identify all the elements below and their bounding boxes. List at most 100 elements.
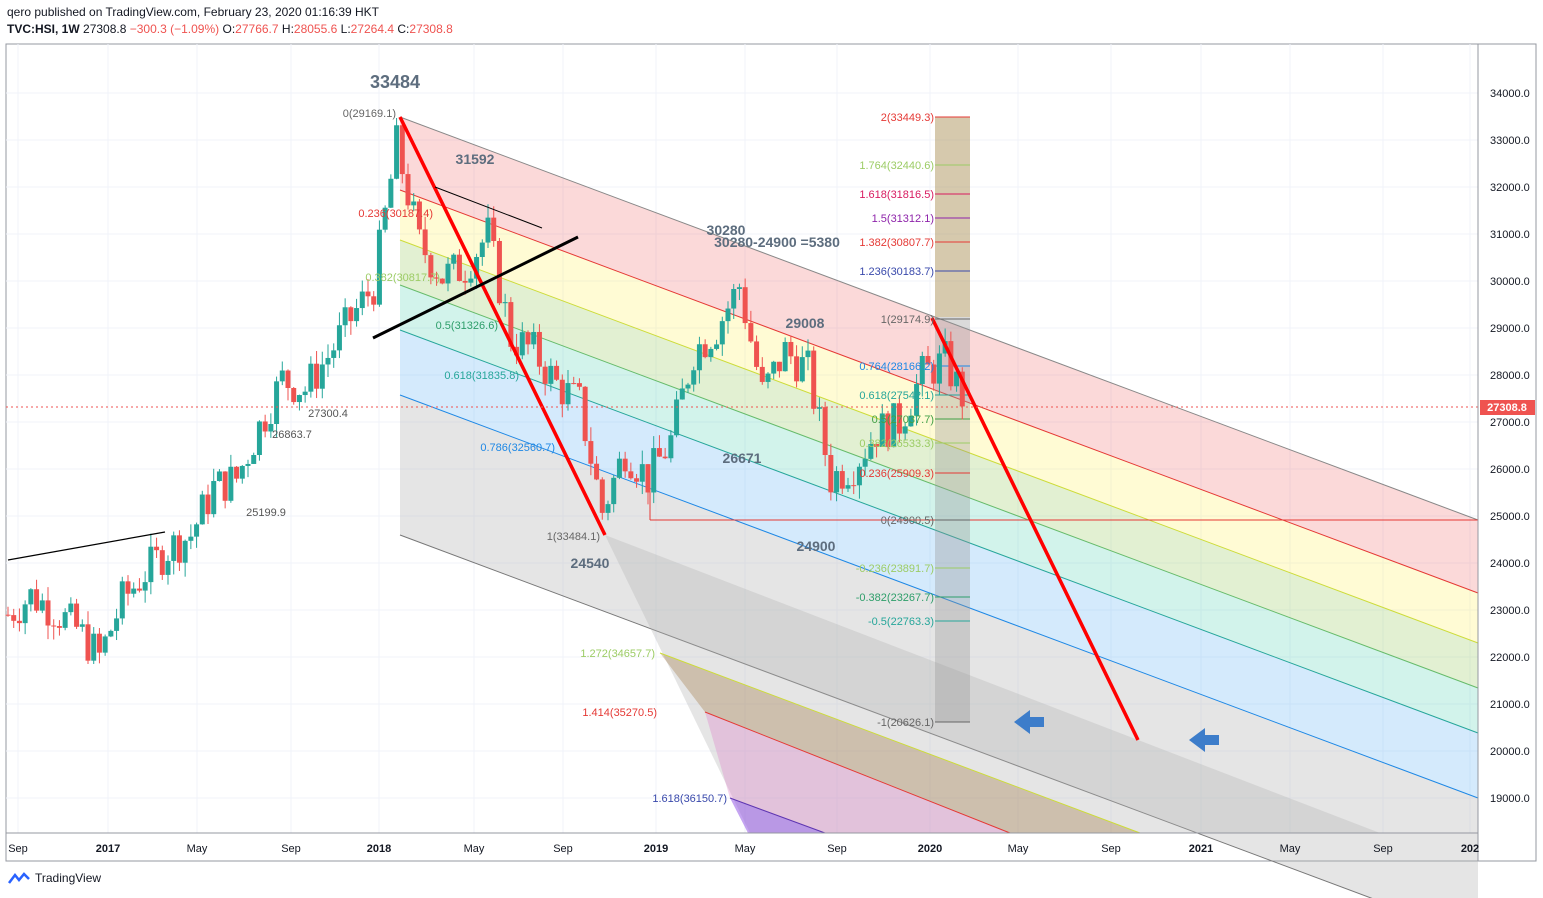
y-tick-label: 27000.0 bbox=[1490, 417, 1530, 429]
left-arrow-icon bbox=[1014, 710, 1044, 734]
y-tick-label: 19000.0 bbox=[1490, 793, 1530, 805]
candle-body bbox=[365, 291, 371, 297]
candle-body bbox=[428, 255, 434, 278]
x-tick-label: 202 bbox=[1461, 843, 1479, 855]
close-value: 27308.8 bbox=[409, 22, 453, 36]
channel-line-1414 bbox=[704, 711, 1011, 834]
y-tick-label: 34000.0 bbox=[1490, 88, 1530, 100]
candle-body bbox=[416, 201, 422, 230]
fib-ext-label: 0(24900.5) bbox=[881, 515, 934, 527]
candle-body bbox=[702, 344, 708, 358]
x-tick-label: May bbox=[1280, 843, 1301, 855]
candle-body bbox=[891, 403, 897, 448]
price-axis[interactable]: 34000.0 33000.0 32000.0 31000.0 30000.0 29000… bbox=[1477, 44, 1535, 861]
candle-body bbox=[319, 364, 325, 389]
y-tick-label: 31000.0 bbox=[1490, 229, 1530, 241]
time-axis[interactable]: Sep 2017 May Sep 2018 May Sep 2019 May Sep 2020 May… bbox=[6, 832, 1479, 855]
thin-trend-line bbox=[434, 186, 543, 229]
fib-channel-label: 0.382(30817.7) bbox=[365, 272, 440, 284]
fib-ext-label: -1(20626.1) bbox=[877, 717, 934, 729]
candle-body bbox=[931, 364, 937, 384]
candle-body bbox=[542, 366, 548, 384]
candle-body bbox=[22, 604, 28, 624]
price-annotation: 30280 bbox=[707, 222, 746, 238]
candlesticks bbox=[5, 118, 965, 665]
fib-channel-label: 1.618(36150.7) bbox=[652, 793, 727, 805]
candle-body bbox=[474, 257, 480, 279]
channel-line-1272 bbox=[659, 652, 1141, 834]
candle-body bbox=[108, 630, 114, 637]
candle-body bbox=[462, 280, 468, 283]
black-trend-line bbox=[372, 235, 579, 340]
low-value: 27264.4 bbox=[350, 22, 395, 36]
pivot-label: 25199.9 bbox=[246, 507, 286, 519]
candle-body bbox=[348, 307, 354, 322]
candle-body bbox=[34, 589, 40, 611]
candle-body bbox=[594, 463, 600, 480]
channel-line bbox=[399, 329, 1479, 734]
candle-body bbox=[245, 463, 251, 466]
candle-body bbox=[811, 350, 817, 409]
candle-body bbox=[691, 370, 697, 385]
channel-line-1618 bbox=[729, 797, 826, 834]
channel-line bbox=[399, 284, 1479, 689]
fib-ext-label: 1.764(32440.6) bbox=[859, 160, 934, 172]
candle-body bbox=[171, 535, 177, 561]
left-arrow-icon bbox=[1189, 728, 1219, 752]
candle-body bbox=[794, 356, 800, 382]
candle-body bbox=[765, 373, 771, 382]
candle-body bbox=[359, 291, 365, 309]
candle-body bbox=[39, 600, 45, 611]
candle-body bbox=[742, 287, 748, 324]
fib-ext-label: -0.5(22763.3) bbox=[868, 616, 934, 628]
candle-body bbox=[491, 217, 497, 241]
tradingview-footer[interactable]: TradingView bbox=[7, 871, 101, 885]
fib-ext-label: -0.236(23891.7) bbox=[856, 563, 934, 575]
candle-body bbox=[354, 308, 360, 322]
y-tick-label: 22000.0 bbox=[1490, 652, 1530, 664]
candle-body bbox=[331, 350, 337, 358]
candle-body bbox=[399, 125, 405, 175]
candle-body bbox=[45, 600, 51, 626]
grid-lines bbox=[6, 44, 1478, 833]
channel-band bbox=[400, 190, 1478, 643]
x-tick-label: 2020 bbox=[918, 843, 942, 855]
candle-body bbox=[656, 448, 662, 457]
candle-body bbox=[582, 386, 588, 442]
candle-body bbox=[382, 207, 388, 230]
candle-body bbox=[119, 581, 125, 619]
candle-body bbox=[405, 174, 411, 206]
fib-ext-label: 1.618(31816.5) bbox=[859, 189, 934, 201]
candle-body bbox=[251, 454, 257, 464]
candle-body bbox=[651, 448, 657, 493]
candle-body bbox=[839, 471, 845, 489]
fib-extension bbox=[649, 116, 1478, 723]
candle-body bbox=[674, 399, 680, 436]
candle-body bbox=[394, 125, 400, 179]
fib-ext-label: 0.382(26533.3) bbox=[859, 438, 934, 450]
fib-ext-label: 0.5(27037.7) bbox=[872, 414, 934, 426]
candle-body bbox=[194, 524, 200, 537]
candle-body bbox=[645, 464, 651, 493]
candle-body bbox=[776, 361, 782, 372]
candle-body bbox=[959, 371, 965, 407]
candle-body bbox=[234, 466, 240, 479]
candle-body bbox=[879, 413, 885, 447]
candle-body bbox=[736, 287, 742, 289]
candle-body bbox=[731, 288, 737, 309]
high-value: 28055.6 bbox=[293, 22, 338, 36]
candle-body bbox=[508, 302, 514, 347]
tradingview-logo-icon bbox=[8, 872, 30, 884]
fib-ext-bar-top bbox=[935, 117, 970, 317]
candle-body bbox=[525, 332, 531, 345]
candle-body bbox=[268, 423, 274, 432]
candle-body bbox=[885, 413, 891, 448]
x-tick-label: 2021 bbox=[1189, 843, 1213, 855]
candle-body bbox=[159, 550, 165, 575]
fib-ext-label: 1.5(31312.1) bbox=[872, 213, 934, 225]
x-tick-label: Sep bbox=[1101, 843, 1121, 855]
candle-body bbox=[422, 229, 428, 256]
candle-body bbox=[782, 341, 788, 372]
red-trend-line-2 bbox=[930, 317, 1140, 741]
